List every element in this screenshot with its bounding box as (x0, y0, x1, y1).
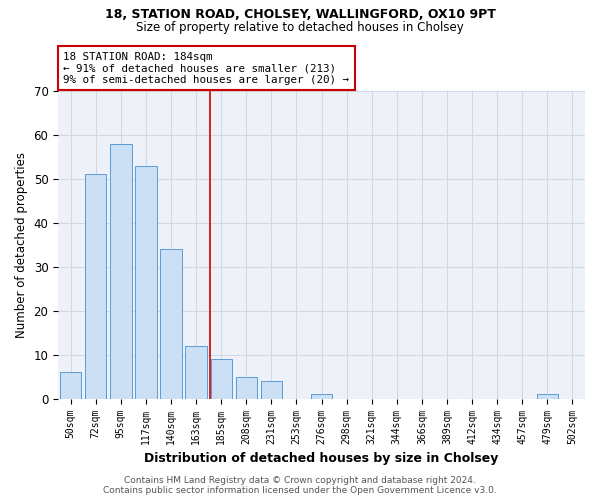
Bar (261, 381, 282, 398)
Text: 18, STATION ROAD, CHOLSEY, WALLINGFORD, OX10 9PT: 18, STATION ROAD, CHOLSEY, WALLINGFORD, … (104, 8, 496, 20)
X-axis label: Distribution of detached houses by size in Cholsey: Distribution of detached houses by size … (145, 452, 499, 465)
Bar (135, 166, 157, 398)
Bar (185, 346, 207, 399)
Bar (211, 359, 232, 399)
Bar (60, 372, 82, 398)
Bar (110, 144, 131, 398)
Bar (85, 174, 106, 398)
Text: Contains HM Land Registry data © Crown copyright and database right 2024.
Contai: Contains HM Land Registry data © Crown c… (103, 476, 497, 495)
Text: 18 STATION ROAD: 184sqm
← 91% of detached houses are smaller (213)
9% of semi-de: 18 STATION ROAD: 184sqm ← 91% of detache… (64, 52, 349, 84)
Bar (537, 394, 558, 398)
Text: Size of property relative to detached houses in Cholsey: Size of property relative to detached ho… (136, 21, 464, 34)
Y-axis label: Number of detached properties: Number of detached properties (15, 152, 28, 338)
Bar (236, 376, 257, 398)
Bar (160, 249, 182, 398)
Bar (311, 394, 332, 398)
